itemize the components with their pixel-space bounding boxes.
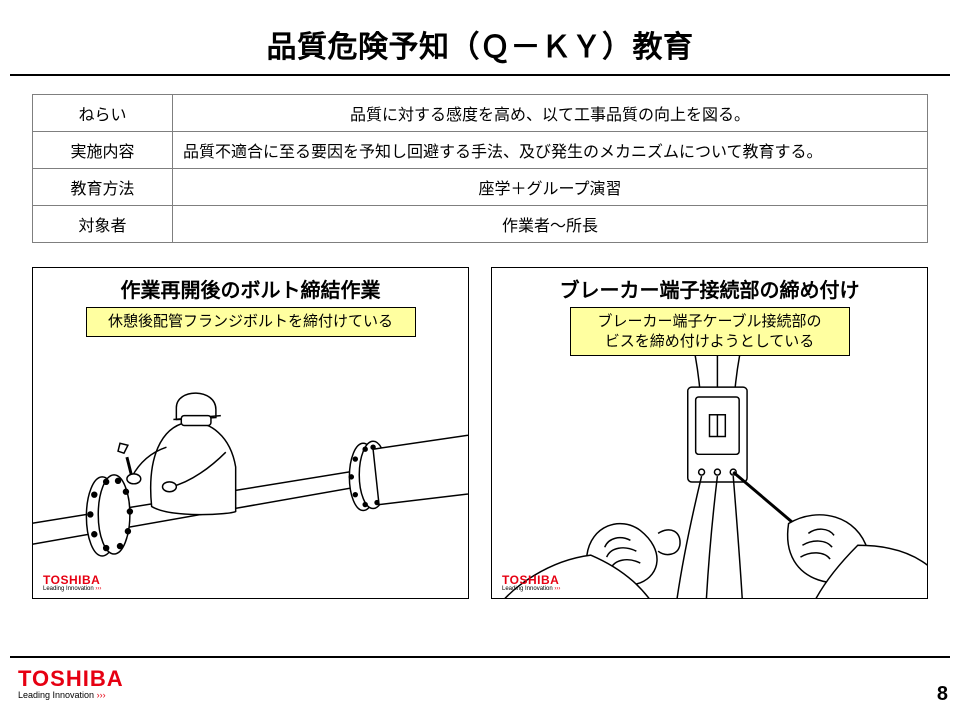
- table-row: ねらい 品質に対する感度を高め、以て工事品質の向上を図る。: [33, 95, 928, 132]
- page-title: 品質危険予知（Ｑ－ＫＹ）教育: [0, 0, 960, 74]
- row-value: 座学＋グループ演習: [173, 169, 928, 206]
- panel-left: 作業再開後のボルト締結作業 休憩後配管フランジボルトを締付けている: [32, 267, 469, 599]
- row-label: ねらい: [33, 95, 173, 132]
- page-number: 8: [937, 683, 948, 706]
- panel-right-title: ブレーカー端子接続部の締め付け: [492, 268, 927, 307]
- panel-right-logo: TOSHIBA Leading Innovation ›››: [502, 573, 560, 592]
- panel-left-logo: TOSHIBA Leading Innovation ›››: [43, 573, 101, 592]
- panel-right: ブレーカー端子接続部の締め付け ブレーカー端子ケーブル接続部の ビスを締め付けよ…: [491, 267, 928, 599]
- row-label: 教育方法: [33, 169, 173, 206]
- footer-logo: TOSHIBA Leading Innovation ›››: [18, 666, 124, 700]
- row-value: 品質不適合に至る要因を予知し回避する手法、及び発生のメカニズムについて教育する。: [173, 132, 928, 169]
- row-value: 作業者～所長: [173, 206, 928, 243]
- panel-left-caption: 休憩後配管フランジボルトを締付けている: [86, 307, 416, 337]
- example-panels: 作業再開後のボルト締結作業 休憩後配管フランジボルトを締付けている: [0, 243, 960, 599]
- table-row: 実施内容 品質不適合に至る要因を予知し回避する手法、及び発生のメカニズムについて…: [33, 132, 928, 169]
- footer: TOSHIBA Leading Innovation ››› 8: [10, 656, 950, 720]
- row-label: 対象者: [33, 206, 173, 243]
- row-label: 実施内容: [33, 132, 173, 169]
- title-rule: [10, 74, 950, 76]
- table-row: 教育方法 座学＋グループ演習: [33, 169, 928, 206]
- tagline-text: Leading Innovation ›››: [43, 586, 101, 592]
- panel-right-caption: ブレーカー端子ケーブル接続部の ビスを締め付けようとしている: [570, 307, 850, 356]
- panel-right-illustration: [492, 356, 927, 599]
- brand-text: TOSHIBA: [43, 573, 101, 587]
- panel-left-illustration: [33, 337, 468, 597]
- panel-left-title: 作業再開後のボルト締結作業: [33, 268, 468, 307]
- table-row: 対象者 作業者～所長: [33, 206, 928, 243]
- tagline-text: Leading Innovation ›››: [502, 586, 560, 592]
- brand-text: TOSHIBA: [502, 573, 560, 587]
- info-table: ねらい 品質に対する感度を高め、以て工事品質の向上を図る。 実施内容 品質不適合…: [32, 94, 928, 243]
- footer-brand: TOSHIBA: [18, 666, 124, 692]
- row-value: 品質に対する感度を高め、以て工事品質の向上を図る。: [173, 95, 928, 132]
